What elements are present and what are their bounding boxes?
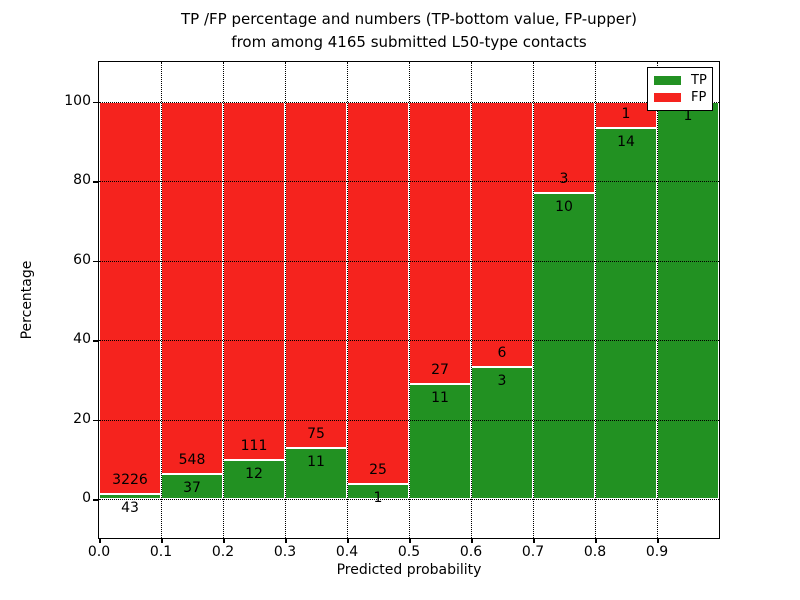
x-tick-label: 0.4 bbox=[335, 544, 359, 560]
bar-segment-tp bbox=[471, 366, 533, 499]
gridline-vertical bbox=[657, 62, 658, 538]
gridline-vertical bbox=[347, 62, 348, 538]
bar-segment-fp bbox=[409, 101, 471, 384]
x-tick-mark bbox=[347, 538, 349, 543]
bar-label-tp: 10 bbox=[555, 199, 573, 216]
x-tick-label: 0.5 bbox=[397, 544, 421, 560]
bar-label-fp: 111 bbox=[240, 438, 268, 455]
y-tick-label: 100 bbox=[64, 92, 91, 109]
bar-segment-fp bbox=[533, 101, 595, 194]
y-tick-label: 40 bbox=[73, 331, 91, 347]
bar-label-fp: 1 bbox=[621, 106, 631, 122]
gridline-vertical bbox=[161, 62, 162, 538]
x-tick-mark bbox=[223, 538, 225, 543]
x-tick-mark bbox=[471, 538, 473, 543]
x-tick-label: 0.6 bbox=[459, 544, 483, 560]
x-tick-label: 0.9 bbox=[645, 544, 669, 560]
bar-label-tp: 11 bbox=[431, 389, 449, 406]
gridline-vertical bbox=[533, 62, 534, 538]
y-tick-mark bbox=[93, 260, 99, 262]
y-tick-label: 60 bbox=[73, 251, 91, 268]
bar-label-tp: 43 bbox=[121, 499, 139, 516]
x-tick-mark bbox=[285, 538, 287, 543]
bar-segment-fp bbox=[223, 101, 285, 461]
bar-segment-tp bbox=[223, 460, 285, 499]
y-tick-label: 80 bbox=[73, 172, 91, 188]
legend-swatch-fp-icon bbox=[654, 93, 681, 102]
y-axis-label: Percentage bbox=[19, 260, 35, 340]
legend-label-tp: TP bbox=[691, 73, 707, 88]
legend-item-tp: TP bbox=[654, 73, 707, 89]
bar-segment-fp bbox=[285, 101, 347, 449]
gridline-vertical bbox=[471, 62, 472, 538]
bar-segment-fp bbox=[161, 101, 223, 474]
y-tick-mark bbox=[93, 340, 99, 342]
bar-label-fp: 75 bbox=[307, 426, 325, 443]
bar-label-fp: 3 bbox=[559, 171, 569, 188]
legend: TP FP bbox=[647, 67, 713, 111]
bar-label-fp: 27 bbox=[431, 361, 449, 378]
y-tick-mark bbox=[93, 419, 99, 421]
x-tick-mark bbox=[99, 538, 101, 543]
y-tick-label: 0 bbox=[82, 490, 91, 506]
bar-segment-tp bbox=[533, 193, 595, 499]
gridline-vertical bbox=[285, 62, 286, 538]
bar-label-tp: 3 bbox=[497, 372, 507, 389]
legend-item-fp: FP bbox=[654, 90, 706, 106]
y-tick-label: 20 bbox=[73, 410, 91, 427]
chart-title-line1: TP /FP percentage and numbers (TP-bottom… bbox=[181, 10, 637, 28]
x-tick-label: 0.2 bbox=[211, 544, 235, 560]
bar-segment-fp bbox=[471, 101, 533, 367]
bar-segment-tp bbox=[161, 473, 223, 499]
x-tick-label: 0.3 bbox=[273, 544, 297, 560]
bar-label-tp: 1 bbox=[373, 489, 383, 506]
gridline-vertical bbox=[595, 62, 596, 538]
x-tick-mark bbox=[409, 538, 411, 543]
y-tick-mark bbox=[93, 181, 99, 183]
bar-segment-tp bbox=[99, 493, 161, 499]
bar-label-fp: 6 bbox=[497, 344, 507, 361]
bar-label-tp: 37 bbox=[183, 479, 201, 496]
bar-segment-fp bbox=[595, 101, 657, 128]
legend-label-fp: FP bbox=[691, 90, 707, 105]
gridline-vertical bbox=[409, 62, 410, 538]
chart-title-line2: from among 4165 submitted L50-type conta… bbox=[231, 33, 587, 51]
x-axis-label: Predicted probability bbox=[336, 562, 482, 578]
legend-swatch-tp-icon bbox=[654, 76, 681, 85]
x-tick-label: 0.1 bbox=[149, 544, 173, 560]
bar-label-fp: 25 bbox=[369, 461, 387, 478]
x-tick-mark bbox=[161, 538, 163, 543]
bar-label-tp: 14 bbox=[617, 134, 635, 150]
y-tick-mark bbox=[93, 101, 99, 103]
plot-area: 3226 43 548 37 111 12 75 11 25 1 27 11 6 3 3 10 1 14 1 0.0 0… bbox=[64, 61, 720, 560]
bar-label-fp: 548 bbox=[178, 451, 206, 468]
x-tick-mark bbox=[595, 538, 597, 543]
x-tick-mark bbox=[657, 538, 659, 543]
bar-segment-tp bbox=[285, 448, 347, 499]
bar-label-tp: 1 bbox=[683, 107, 693, 124]
bar-segment-tp bbox=[595, 128, 657, 499]
bar-label-tp: 12 bbox=[245, 466, 263, 483]
bar-label-tp: 11 bbox=[307, 454, 325, 471]
bar-segment-fp bbox=[347, 101, 409, 484]
x-tick-label: 0.8 bbox=[583, 544, 607, 560]
bar-segment-tp bbox=[657, 101, 719, 499]
bar-segment-fp bbox=[99, 101, 161, 494]
bar-label-fp: 3226 bbox=[112, 471, 148, 488]
chart-title: TP /FP percentage and numbers (TP-bottom… bbox=[99, 8, 719, 54]
y-tick-mark bbox=[93, 499, 99, 501]
gridline-vertical bbox=[223, 62, 224, 538]
x-tick-label: 0.7 bbox=[521, 544, 545, 560]
x-tick-label: 0.0 bbox=[87, 544, 111, 560]
x-tick-mark bbox=[533, 538, 535, 543]
